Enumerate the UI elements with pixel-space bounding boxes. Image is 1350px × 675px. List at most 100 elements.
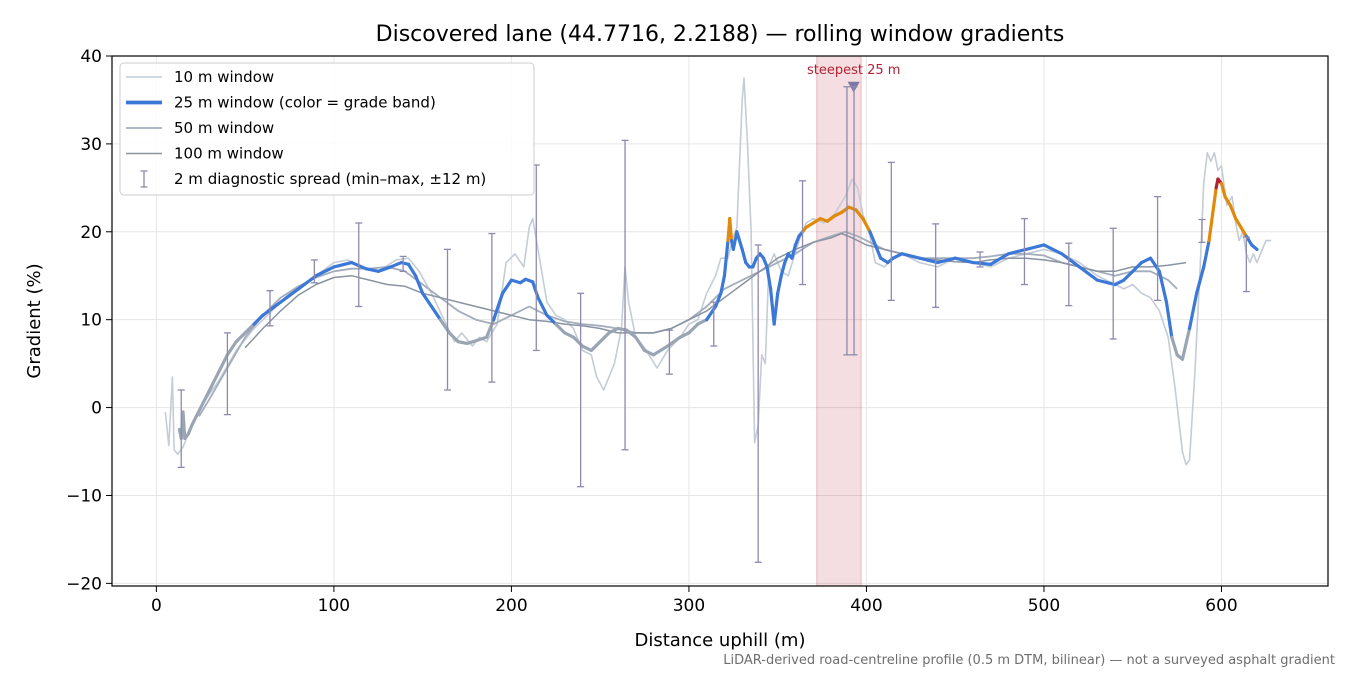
series-25m-segment: [580, 344, 593, 353]
series-25m-segment: [208, 370, 221, 392]
series-25m-segment: [1024, 243, 1046, 251]
series-25m-segment: [713, 291, 723, 309]
series-25m-segment: [1228, 203, 1238, 221]
series-25m-segment: [589, 340, 602, 353]
series-25m-segment: [1113, 278, 1126, 287]
legend-label: 10 m window: [174, 68, 274, 86]
series-25m-segment: [563, 331, 576, 339]
series-25m-segment: [1122, 269, 1135, 282]
series-25m-segment: [642, 348, 656, 357]
series-25m-segment: [1042, 243, 1064, 256]
series-25m-segment: [199, 388, 212, 410]
series-25m-segment: [651, 344, 670, 357]
legend-box: [119, 62, 535, 196]
series-layer: [164, 77, 1272, 466]
series-25m-segment: [1170, 335, 1179, 357]
series-25m-segment: [598, 331, 611, 344]
series-25m-segment: [243, 322, 256, 335]
series-25m-segment: [1180, 326, 1192, 361]
series-25m-segment: [1077, 265, 1099, 282]
series-25m-segment: [861, 217, 872, 234]
series-25m-segment: [971, 260, 993, 266]
series-25m-segment: [935, 256, 957, 265]
series-25m-segment: [765, 265, 773, 291]
series-25m-segment: [429, 304, 443, 322]
chart-title: Discovered lane (44.7716, 2.2188) — roll…: [376, 22, 1065, 47]
series-25m-segment: [790, 243, 798, 260]
series-25m-segment: [413, 274, 425, 295]
series-25m-segment: [728, 217, 734, 243]
x-tick-label: 500: [1028, 596, 1060, 616]
series-25m-segment: [536, 296, 549, 317]
axis-ticks: 0 100 200 300 400 500 600 −20 −10 0 10 20 30 40: [66, 47, 1238, 616]
series-line-10m: [164, 77, 1272, 466]
series-25m-segment: [1211, 186, 1218, 216]
legend-label: 25 m window (color = grade band): [174, 94, 436, 112]
series-25m-segment: [918, 256, 940, 265]
series-25m-segment: [447, 331, 460, 344]
series-25m-segment: [722, 238, 730, 278]
series-25m-segment: [625, 328, 638, 339]
series-25m-segment: [1060, 252, 1082, 269]
series-25m-segment: [687, 322, 700, 335]
series-25m-segment: [1164, 300, 1174, 339]
series-25m-segment: [868, 230, 877, 247]
series-25m-segment: [873, 243, 883, 260]
series-25m-segment: [1006, 247, 1028, 256]
series-25m-segment: [1095, 278, 1117, 287]
series-25m-segment: [953, 256, 975, 265]
x-tick-label: 300: [673, 596, 705, 616]
series-25m-segment: [1250, 243, 1259, 251]
series-25m-segment: [261, 300, 283, 317]
series-25m-segment: [772, 291, 780, 326]
legend: 10 m window 25 m window (color = grade ba…: [119, 62, 535, 196]
x-tick-label: 100: [318, 596, 350, 616]
series-25m-segment: [1157, 269, 1169, 304]
series-25m-segment: [1234, 217, 1243, 229]
series-25m-segment: [314, 265, 336, 278]
series-25m-segment: [474, 335, 489, 343]
series-25m-segment: [234, 331, 247, 344]
series-line-100m: [244, 232, 1187, 349]
series-25m-segment: [1195, 265, 1206, 295]
series-25m-segment: [1239, 225, 1248, 238]
series-25m-segment: [279, 287, 300, 304]
y-tick-label: −20: [66, 574, 102, 594]
y-tick-label: 20: [80, 223, 102, 243]
series-25m-segment: [891, 252, 904, 260]
series-25m-segment: [492, 291, 505, 322]
y-tick-label: 30: [80, 135, 102, 155]
series-25m-segment: [531, 280, 540, 300]
y-tick-label: 40: [80, 47, 102, 67]
series-25m-segment: [500, 278, 514, 295]
series-25m-segment: [678, 331, 691, 339]
series-25m-segment: [364, 267, 380, 273]
legend-label: 100 m window: [174, 145, 284, 163]
series-25m-segment: [776, 274, 783, 295]
x-tick-label: 0: [151, 596, 162, 616]
series-25m-segment: [607, 326, 620, 335]
series-25m-segment: [1131, 260, 1144, 273]
series-25m-segment: [1219, 181, 1227, 199]
series-25m-segment: [216, 353, 229, 375]
x-tick-label: 600: [1205, 596, 1237, 616]
series-25m-segment: [740, 247, 748, 265]
x-tick-label: 400: [850, 596, 882, 616]
series-25m-segment: [1207, 212, 1215, 243]
series-25m-segment: [696, 318, 709, 326]
series-25m-segment: [252, 313, 265, 326]
series-25m-segment: [779, 260, 787, 278]
y-tick-label: 0: [91, 399, 102, 419]
plot-frame: [111, 55, 1329, 587]
series-25m-segment: [1187, 291, 1199, 331]
series-25m-segment: [296, 274, 318, 291]
y-axis-label: Gradient (%): [24, 263, 45, 378]
series-25m-segment: [190, 405, 203, 427]
series-25m-segment: [989, 252, 1011, 266]
series-25m-segment: [719, 274, 727, 295]
footnote: LiDAR-derived road-centreline profile (0…: [723, 653, 1335, 668]
legend-label: 2 m diagnostic spread (min–max, ±12 m): [174, 170, 486, 188]
series-25m-segment: [1223, 195, 1232, 208]
y-tick-label: 10: [80, 311, 102, 331]
